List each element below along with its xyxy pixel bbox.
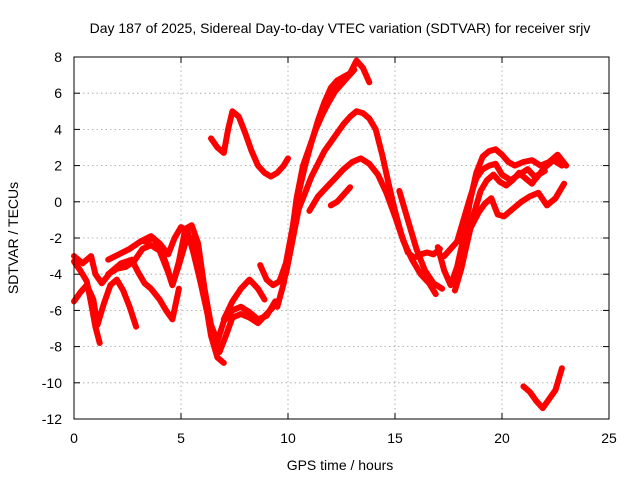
x-tick-label: 0: [70, 430, 78, 446]
series-track-15: [434, 146, 570, 289]
x-tick-label: 15: [387, 430, 403, 446]
x-axis-label: GPS time / hours: [287, 457, 394, 473]
y-tick-label: 2: [54, 158, 62, 174]
y-tick-label: 6: [54, 85, 62, 101]
y-tick-label: 4: [54, 121, 62, 137]
y-tick-label: 8: [54, 49, 62, 65]
x-tick-label: 10: [280, 430, 296, 446]
x-tick-label: 20: [494, 430, 510, 446]
series-track-1: [71, 276, 140, 330]
y-tick-label: -4: [50, 266, 63, 282]
y-tick-label: -12: [42, 411, 62, 427]
y-tick-label: -10: [42, 375, 62, 391]
series-track-4: [105, 222, 279, 345]
series-track-18: [462, 180, 568, 241]
y-axis-label: SDTVAR / TECUs: [5, 182, 21, 294]
y-tick-label: -2: [50, 230, 63, 246]
series-track-12: [306, 155, 439, 298]
series-track-14: [396, 187, 446, 292]
series-track-19: [520, 365, 565, 412]
x-tick-label: 25: [601, 430, 617, 446]
x-tick-label: 5: [177, 430, 185, 446]
series-track-13: [327, 184, 354, 209]
axis-ticks: 0 5 10 15 20 25 -12 -10 -8 -6 -4 -2 0 2 4 6 8: [42, 49, 617, 446]
series-track-8: [220, 276, 268, 323]
y-tick-label: -8: [50, 339, 63, 355]
y-tick-label: -6: [50, 302, 63, 318]
y-tick-label: 0: [54, 194, 62, 210]
series-track-6: [141, 235, 227, 366]
series-track-3: [71, 258, 103, 346]
series-track-7: [208, 108, 291, 180]
series-layer: [71, 57, 570, 412]
chart-title: Day 187 of 2025, Sidereal Day-to-day VTE…: [90, 20, 591, 36]
